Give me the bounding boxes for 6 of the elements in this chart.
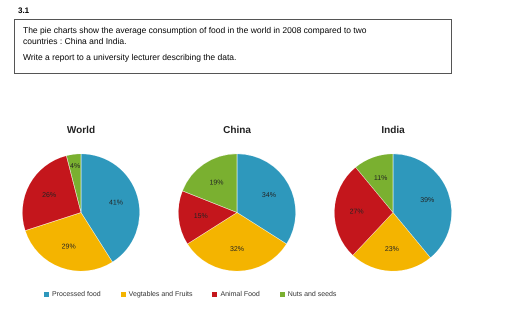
chart-title: China: [223, 124, 252, 136]
text: Write a report to a university lecturer describing the data.: [23, 52, 238, 63]
text: The pie charts show the average consumption of food in the world in 2008 compared to two countries : China and India.: [23, 25, 368, 47]
chart-title: India: [381, 124, 406, 136]
chart-title: World: [66, 124, 96, 136]
text: 3.1: [18, 6, 30, 15]
